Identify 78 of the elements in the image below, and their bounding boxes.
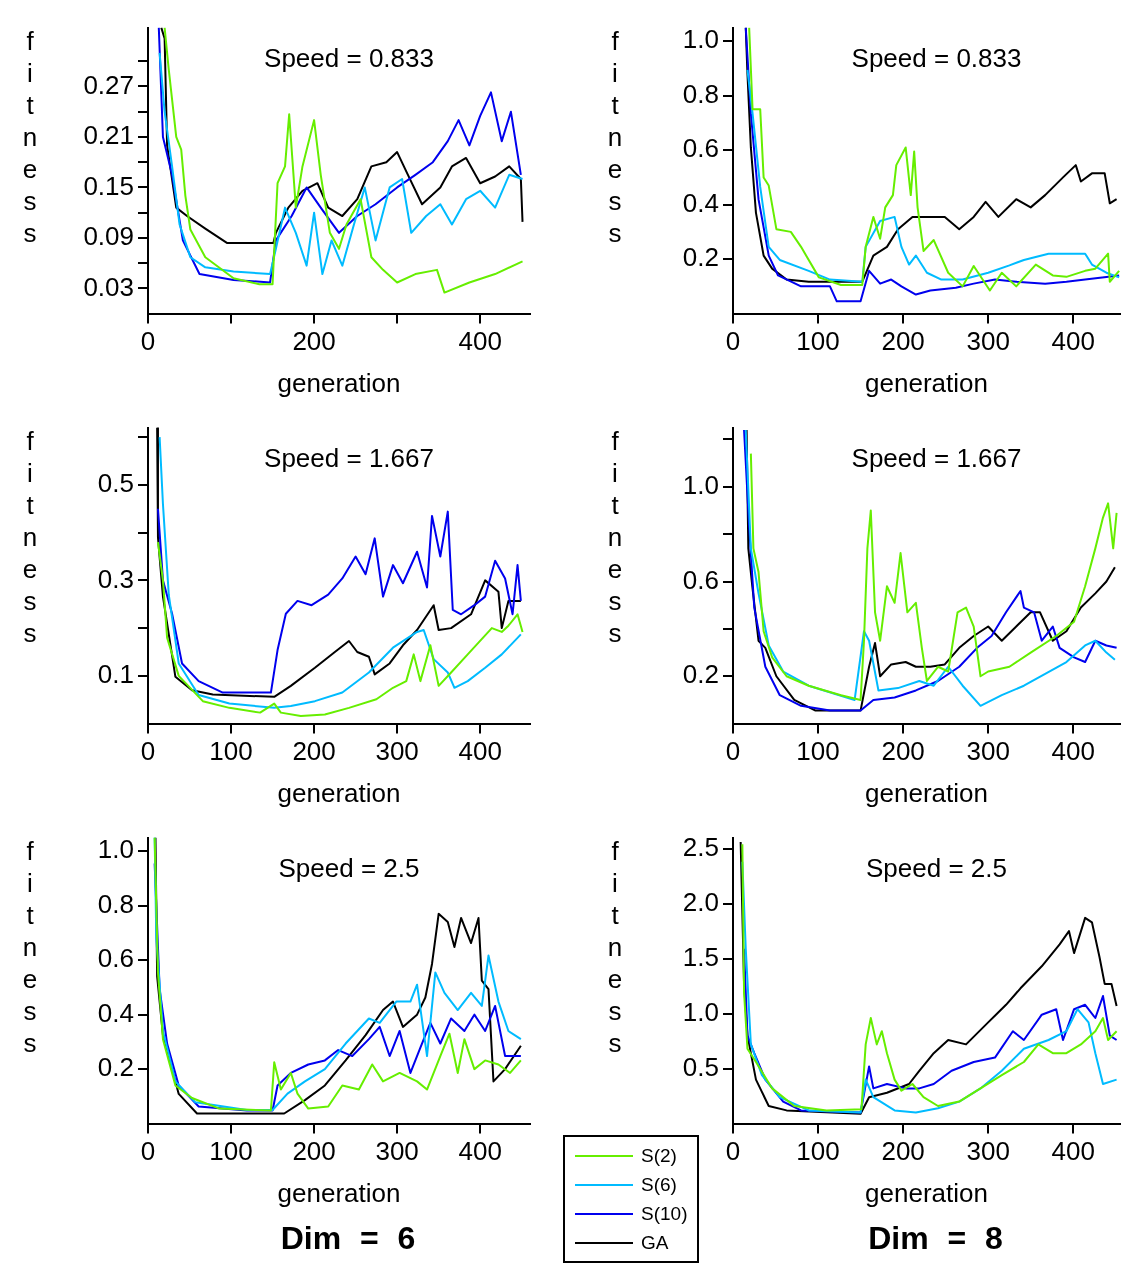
y-tick-label: 0.15 bbox=[83, 170, 134, 201]
y-tick-label: 0.27 bbox=[83, 69, 134, 100]
y-tick-label: 1.0 bbox=[682, 996, 719, 1027]
text: Speed = 2.5 bbox=[278, 852, 420, 883]
y-tick-label: 0.8 bbox=[682, 78, 719, 109]
x-tick-label: 0 bbox=[140, 1136, 156, 1167]
x-axis-title: generation bbox=[865, 777, 988, 808]
y-tick-label: 0.5 bbox=[97, 468, 134, 499]
legend-label: S(6) bbox=[641, 1173, 677, 1196]
x-axis-title: generation bbox=[865, 1177, 988, 1208]
x-tick-label: 0 bbox=[140, 326, 156, 357]
text: Dim = 6 bbox=[279, 1220, 417, 1257]
legend-label: S(2) bbox=[641, 1144, 677, 1167]
x-axis-title: generation bbox=[865, 367, 988, 398]
y-axis-title: fitness bbox=[22, 835, 38, 1058]
legend-label: S(10) bbox=[641, 1202, 688, 1225]
y-tick-label: 1.0 bbox=[682, 469, 719, 500]
x-tick-label: 100 bbox=[796, 1136, 840, 1167]
y-axis-title: fitness bbox=[607, 25, 623, 248]
x-tick-label: 0 bbox=[140, 736, 156, 767]
x-tick-label: 200 bbox=[292, 1136, 336, 1167]
x-tick-label: 200 bbox=[881, 1136, 925, 1167]
x-axis-title: generation bbox=[277, 367, 401, 398]
text: Dim = 8 bbox=[867, 1220, 1004, 1257]
y-tick-label: 0.5 bbox=[682, 1051, 719, 1082]
x-tick-label: 200 bbox=[881, 736, 925, 767]
x-tick-label: 300 bbox=[375, 736, 419, 767]
y-tick-label: 0.2 bbox=[682, 659, 719, 690]
x-tick-label: 100 bbox=[796, 326, 840, 357]
y-tick-label: 0.2 bbox=[97, 1052, 134, 1083]
x-tick-label: 400 bbox=[1051, 736, 1095, 767]
x-tick-label: 100 bbox=[209, 1136, 253, 1167]
x-tick-label: 400 bbox=[458, 736, 502, 767]
text: Speed = 0.833 bbox=[851, 42, 1022, 73]
y-tick-label: 0.1 bbox=[97, 659, 134, 690]
y-tick-label: 0.3 bbox=[97, 563, 134, 594]
x-tick-label: 0 bbox=[725, 326, 741, 357]
y-tick-label: 0.21 bbox=[83, 120, 134, 151]
x-tick-label: 200 bbox=[292, 736, 336, 767]
x-tick-label: 400 bbox=[1051, 1136, 1095, 1167]
y-tick-label: 2.5 bbox=[682, 831, 719, 862]
y-tick-label: 0.6 bbox=[682, 564, 719, 595]
x-tick-label: 400 bbox=[458, 326, 502, 357]
y-tick-label: 1.0 bbox=[97, 834, 134, 865]
text: Speed = 1.667 bbox=[264, 442, 434, 473]
y-axis-title: fitness bbox=[22, 25, 38, 248]
legend-label: GA bbox=[641, 1231, 669, 1254]
y-tick-label: 0.4 bbox=[682, 187, 719, 218]
y-tick-label: 0.8 bbox=[97, 888, 134, 919]
text: Speed = 0.833 bbox=[264, 42, 434, 73]
x-tick-label: 300 bbox=[966, 1136, 1010, 1167]
x-tick-label: 0 bbox=[725, 1136, 741, 1167]
x-axis-title: generation bbox=[277, 1177, 401, 1208]
y-tick-label: 1.0 bbox=[682, 24, 719, 55]
x-tick-label: 100 bbox=[796, 736, 840, 767]
y-tick-label: 1.5 bbox=[682, 941, 719, 972]
y-tick-label: 0.2 bbox=[682, 242, 719, 273]
y-tick-label: 0.03 bbox=[83, 271, 134, 302]
x-axis-title: generation bbox=[277, 777, 401, 808]
y-tick-label: 0.4 bbox=[97, 997, 134, 1028]
x-tick-label: 200 bbox=[292, 326, 336, 357]
x-tick-label: 400 bbox=[1051, 326, 1095, 357]
x-tick-label: 300 bbox=[966, 736, 1010, 767]
text: Speed = 2.5 bbox=[866, 852, 1007, 883]
text: Speed = 1.667 bbox=[851, 442, 1022, 473]
y-axis-title: fitness bbox=[22, 425, 38, 648]
y-tick-label: 0.6 bbox=[682, 133, 719, 164]
y-axis-title: fitness bbox=[607, 835, 623, 1058]
y-tick-label: 2.0 bbox=[682, 886, 719, 917]
x-tick-label: 0 bbox=[725, 736, 741, 767]
x-tick-label: 400 bbox=[458, 1136, 502, 1167]
x-tick-label: 200 bbox=[881, 326, 925, 357]
y-tick-label: 0.09 bbox=[83, 221, 134, 252]
x-tick-label: 100 bbox=[209, 736, 253, 767]
y-axis-title: fitness bbox=[607, 425, 623, 648]
y-tick-label: 0.6 bbox=[97, 943, 134, 974]
x-tick-label: 300 bbox=[966, 326, 1010, 357]
x-tick-label: 300 bbox=[375, 1136, 419, 1167]
